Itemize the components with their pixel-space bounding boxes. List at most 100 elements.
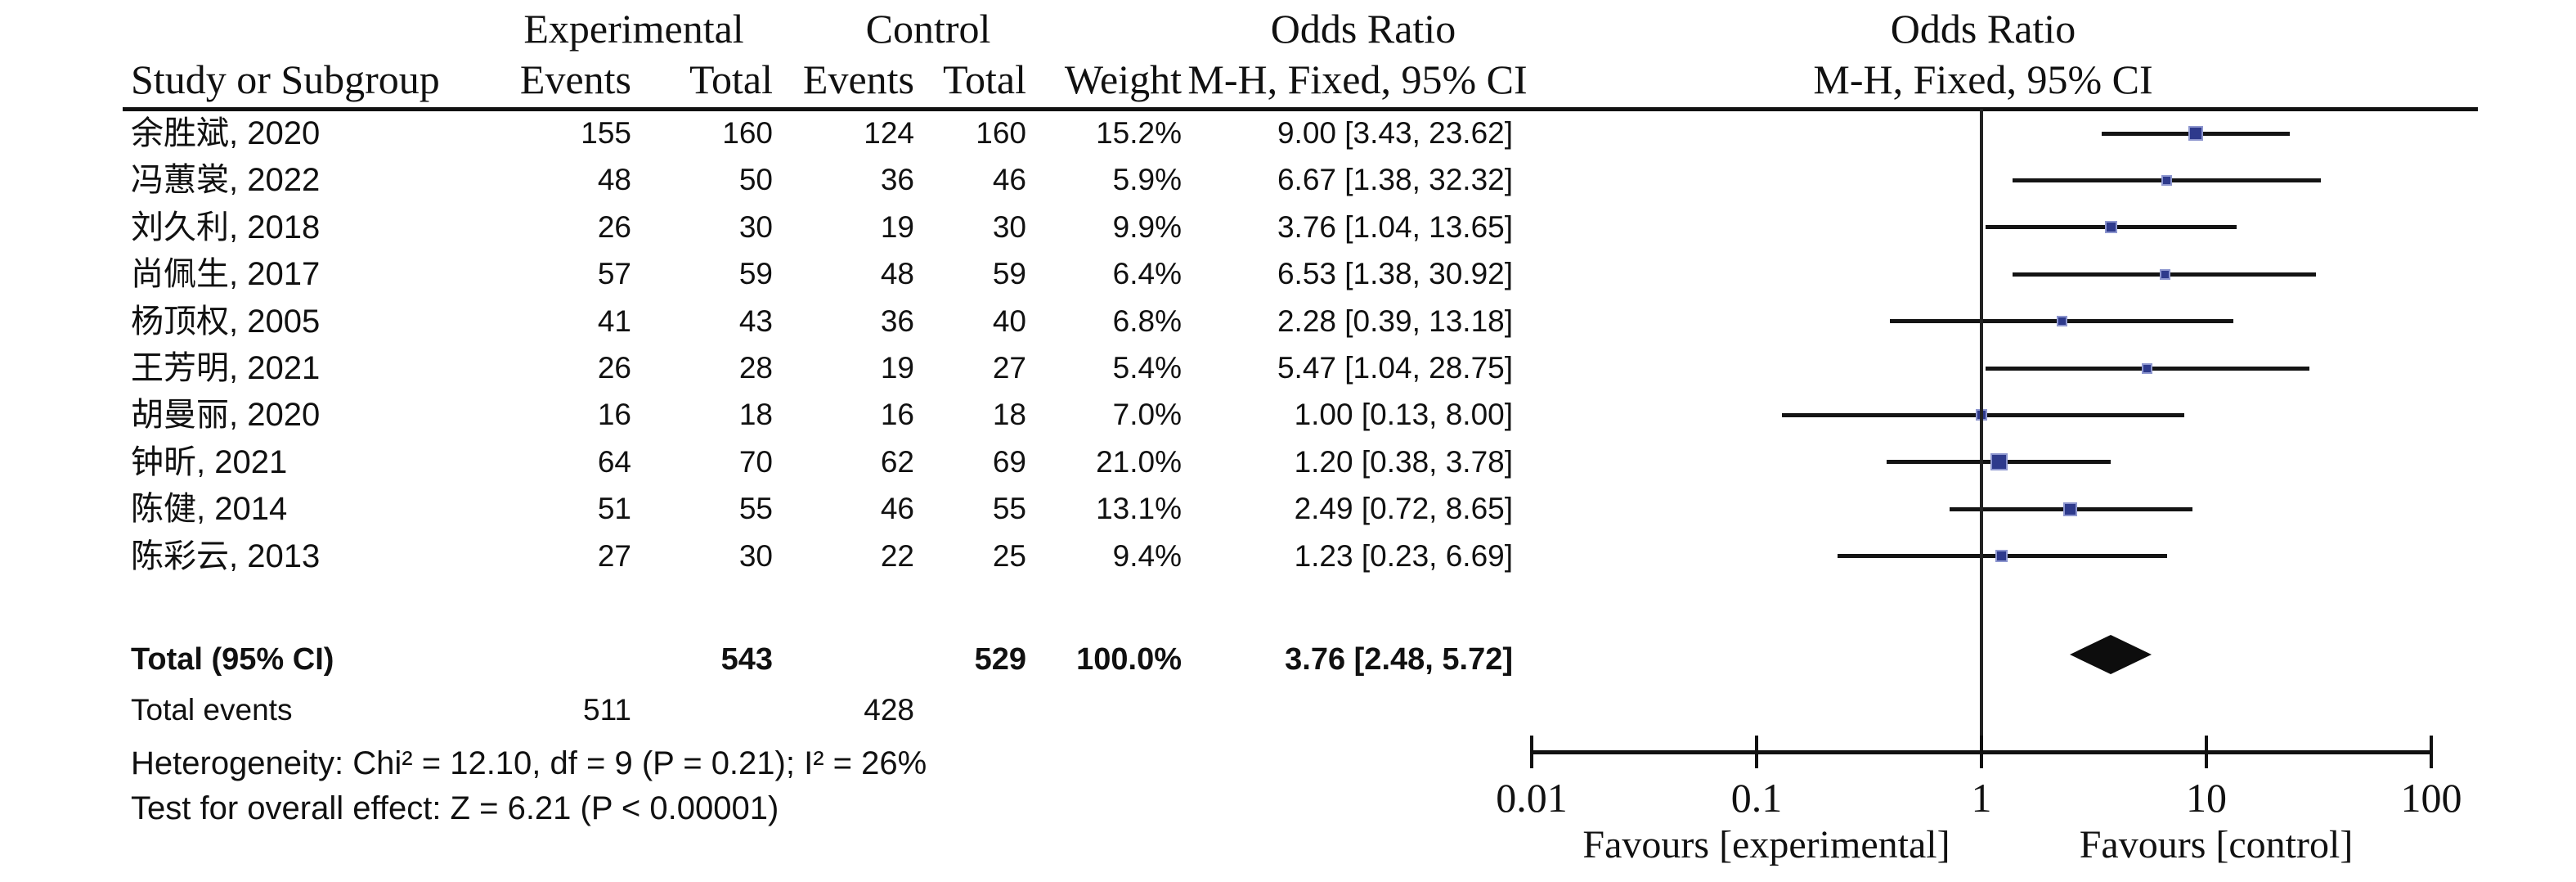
exp-events-value: 155 [581, 116, 631, 150]
total-events-exp: 511 [583, 693, 631, 727]
exp-total-value: 70 [738, 445, 773, 479]
point-estimate-marker [2161, 175, 2172, 186]
column-header-events-exp: Events [519, 56, 631, 102]
or-ci-text: 6.67 [1.38, 32.32] [1277, 163, 1513, 196]
point-estimate-marker [2188, 126, 2203, 141]
ctl-events-value: 62 [880, 445, 914, 479]
weight-value: 21.0% [1096, 445, 1182, 479]
x-axis-tick [1755, 736, 1758, 768]
column-group-experimental: Experimental [523, 6, 744, 52]
exp-events-value: 27 [597, 539, 631, 573]
x-axis-tick [1530, 736, 1533, 768]
x-axis-tick-label: 0.01 [1496, 775, 1568, 821]
exp-events-value: 51 [597, 492, 631, 525]
or-ci-text: 9.00 [3.43, 23.62] [1277, 116, 1513, 150]
null-effect-line [1980, 109, 1983, 752]
x-axis-tick [1980, 736, 1983, 768]
x-axis-tick-label: 1 [1971, 775, 1992, 821]
point-estimate-marker [2142, 363, 2152, 374]
exp-events-value: 26 [597, 351, 631, 385]
exp-total-value: 43 [738, 304, 773, 338]
exp-events-value: 64 [597, 445, 631, 479]
ctl-events-value: 48 [880, 257, 914, 290]
study-label: 刘久利, 2018 [131, 209, 321, 245]
ctl-events-value: 36 [880, 304, 914, 338]
or-ci-text: 6.53 [1.38, 30.92] [1277, 257, 1513, 290]
ctl-total-value: 55 [992, 492, 1026, 525]
method-header-table: M-H, Fixed, 95% CI [1187, 56, 1528, 102]
header-rule [123, 107, 2478, 111]
column-header-total-ctl: Total [942, 56, 1026, 102]
study-label: 冯蕙裳, 2022 [131, 162, 321, 198]
ctl-total-value: 30 [992, 210, 1026, 244]
study-label: 陈健, 2014 [131, 491, 288, 527]
column-group-control: Control [865, 6, 991, 52]
ctl-events-value: 124 [864, 116, 914, 150]
weight-value: 7.0% [1112, 398, 1182, 431]
overall-effect-text: Test for overall effect: Z = 6.21 (P < 0… [131, 790, 779, 826]
weight-value: 5.4% [1112, 351, 1182, 385]
exp-total-value: 160 [722, 116, 773, 150]
pooled-effect-diamond [2070, 635, 2152, 674]
x-axis-tick [2430, 736, 2433, 768]
ctl-events-value: 19 [880, 210, 914, 244]
exp-events-value: 48 [597, 163, 631, 196]
study-label: 尚佩生, 2017 [131, 256, 321, 292]
exp-total-value: 28 [738, 351, 773, 385]
ctl-events-value: 36 [880, 163, 914, 196]
method-header-plot: M-H, Fixed, 95% CI [1813, 56, 2153, 102]
column-header-study: Study or Subgroup [131, 56, 440, 102]
or-ci-text: 5.47 [1.04, 28.75] [1277, 351, 1513, 385]
study-label: 胡曼丽, 2020 [131, 397, 321, 433]
ctl-total-value: 27 [992, 351, 1026, 385]
point-estimate-marker [2057, 316, 2067, 326]
total-row-label: Total (95% CI) [131, 642, 334, 677]
total-weight: 100.0% [1076, 642, 1182, 677]
exp-total-value: 55 [738, 492, 773, 525]
exp-events-value: 26 [597, 210, 631, 244]
ctl-total-value: 46 [992, 163, 1026, 196]
study-label: 王芳明, 2021 [131, 350, 321, 386]
study-label: 钟昕, 2021 [131, 444, 288, 480]
weight-value: 9.9% [1112, 210, 1182, 244]
x-axis-tick [2205, 736, 2208, 768]
ctl-total-value: 59 [992, 257, 1026, 290]
ctl-events-value: 16 [880, 398, 914, 431]
x-axis-tick-label: 100 [2400, 775, 2462, 821]
point-estimate-marker [2105, 221, 2117, 233]
or-ci-text: 2.28 [0.39, 13.18] [1277, 304, 1513, 338]
odds-ratio-header-plot: Odds Ratio [1890, 6, 2076, 52]
weight-value: 5.9% [1112, 163, 1182, 196]
weight-value: 9.4% [1112, 539, 1182, 573]
point-estimate-marker [1995, 550, 2008, 562]
x-axis-tick-label: 0.1 [1730, 775, 1783, 821]
or-ci-text: 1.00 [0.13, 8.00] [1294, 398, 1513, 431]
weight-value: 6.8% [1112, 304, 1182, 338]
weight-value: 15.2% [1096, 116, 1182, 150]
odds-ratio-header-table: Odds Ratio [1270, 6, 1456, 52]
ctl-total-value: 160 [976, 116, 1026, 150]
or-ci-text: 3.76 [1.04, 13.65] [1277, 210, 1513, 244]
or-ci-text: 1.23 [0.23, 6.69] [1294, 539, 1513, 573]
exp-events-value: 57 [597, 257, 631, 290]
point-estimate-marker [2160, 269, 2170, 280]
ctl-total-value: 40 [992, 304, 1026, 338]
ctl-total-value: 18 [992, 398, 1026, 431]
point-estimate-marker [1990, 453, 2008, 470]
ctl-events-value: 46 [880, 492, 914, 525]
exp-events-value: 16 [597, 398, 631, 431]
or-ci-text: 1.20 [0.38, 3.78] [1294, 445, 1513, 479]
ctl-total-value: 69 [992, 445, 1026, 479]
exp-total-value: 50 [738, 163, 773, 196]
exp-total-value: 18 [738, 398, 773, 431]
heterogeneity-text: Heterogeneity: Chi² = 12.10, df = 9 (P =… [131, 745, 927, 781]
total-ctl-total: 529 [974, 642, 1026, 677]
total-events-ctl: 428 [864, 693, 914, 727]
exp-total-value: 30 [738, 539, 773, 573]
study-label: 杨顶权, 2005 [131, 304, 321, 340]
total-or-ci-text: 3.76 [2.48, 5.72] [1285, 642, 1513, 677]
total-events-label: Total events [131, 693, 293, 727]
ctl-events-value: 22 [880, 539, 914, 573]
exp-total-value: 59 [738, 257, 773, 290]
